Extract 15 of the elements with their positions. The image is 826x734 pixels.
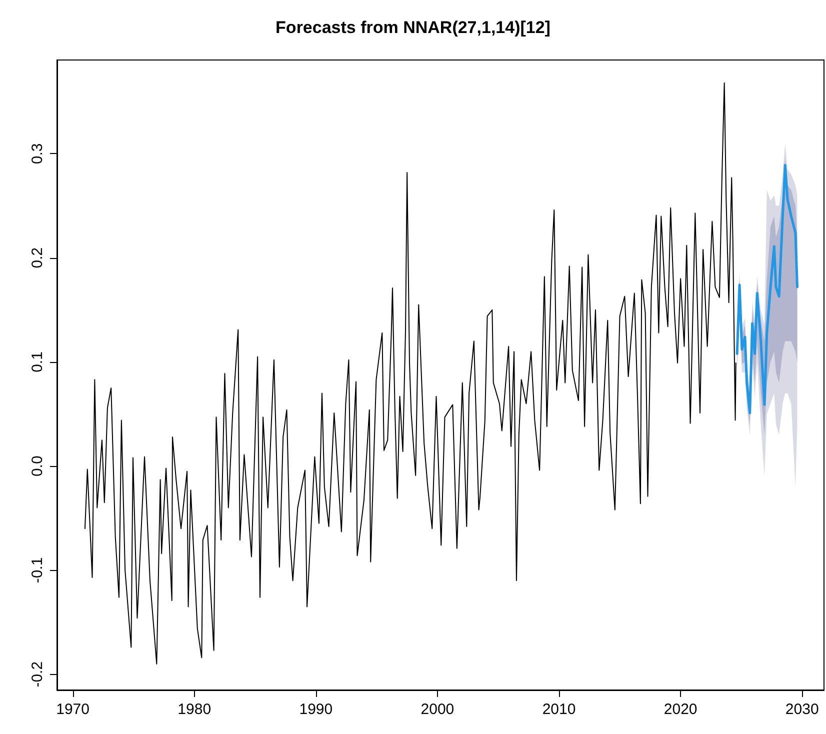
y-tick-label: 0.2 [29,247,46,268]
chart-title: Forecasts from NNAR(27,1,14)[12] [276,18,550,37]
x-tick-label: 2030 [785,701,819,718]
x-tick-label: 2010 [542,701,576,718]
y-tick-label: 0.0 [29,456,46,477]
y-tick-label: 0.3 [29,143,46,164]
line-series [84,82,736,664]
x-tick-label: 1970 [56,701,90,718]
x-tick-label: 2020 [664,701,698,718]
y-tick-label: 0.1 [29,352,46,372]
x-tick-label: 1980 [178,701,212,718]
x-tick-label: 1990 [299,701,333,718]
y-tick-label: -0.1 [29,557,46,584]
y-tick-label: -0.2 [29,661,46,688]
x-tick-label: 2000 [420,701,454,718]
